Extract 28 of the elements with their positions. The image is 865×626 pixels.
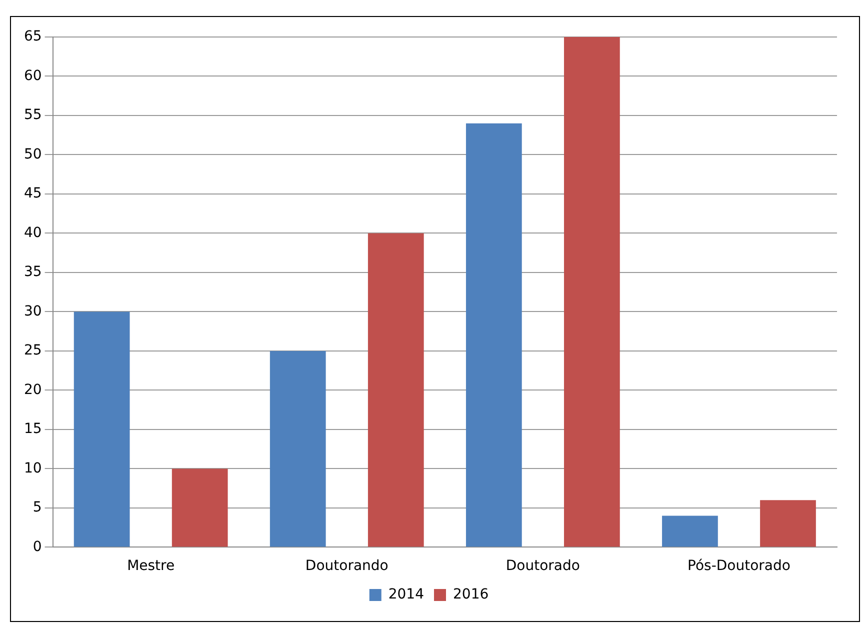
bar [74, 312, 130, 547]
y-tick-label: 0 [32, 538, 42, 555]
bar [662, 516, 718, 547]
y-tick-label: 35 [24, 264, 42, 280]
y-tick-label: 20 [24, 382, 42, 398]
legend-label: 2014 [388, 586, 424, 603]
bar [172, 468, 228, 547]
y-tick-label: 15 [24, 421, 42, 438]
y-tick-label: 50 [24, 146, 42, 162]
y-tick-label: 25 [24, 342, 42, 359]
x-tick-label: Doutorado [506, 558, 580, 574]
y-tick-label: 55 [24, 107, 42, 124]
bar [368, 233, 424, 547]
bar [564, 37, 620, 547]
y-tick-label: 10 [24, 460, 42, 476]
bar [270, 350, 326, 547]
x-tick-label: Doutorando [305, 558, 388, 574]
y-tick-label: 45 [24, 186, 42, 202]
y-tick-label: 65 [24, 28, 42, 45]
bar [760, 500, 816, 547]
y-tick-label: 60 [24, 68, 42, 84]
bar [466, 123, 522, 547]
y-tick-label: 40 [24, 224, 42, 241]
x-tick-label: Pós-Doutorado [688, 558, 790, 574]
y-tick-label: 5 [32, 500, 42, 516]
legend-label: 2016 [453, 586, 489, 603]
y-tick-label: 30 [24, 303, 42, 320]
x-tick-label: Mestre [127, 558, 175, 574]
